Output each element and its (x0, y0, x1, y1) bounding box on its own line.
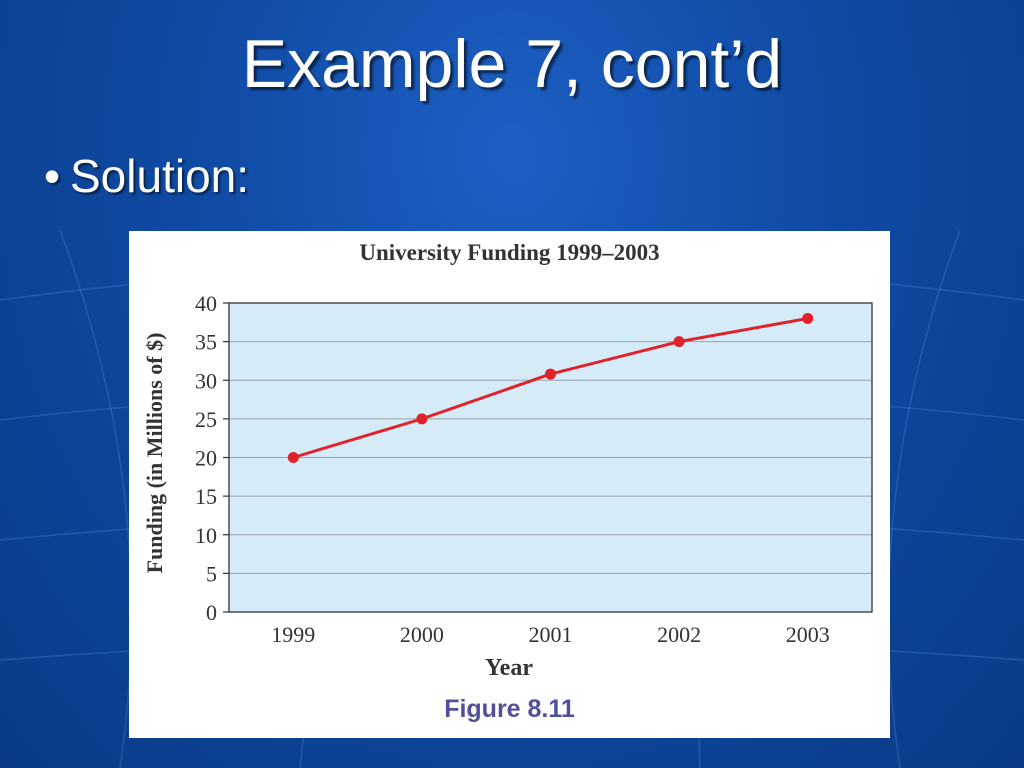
y-tick-label: 0 (206, 600, 217, 625)
slide-title: Example 7, cont’d (241, 26, 783, 102)
bullet-item: • Solution: (44, 146, 249, 206)
y-tick-label: 10 (195, 523, 217, 548)
data-point (287, 452, 299, 463)
figure-caption: Figure 8.11 (444, 695, 575, 723)
y-axis-label: Funding (in Millions of $) (142, 332, 167, 574)
y-tick-label: 40 (195, 291, 217, 316)
x-tick-label: 2003 (786, 622, 830, 647)
y-tick-label: 15 (195, 484, 217, 509)
x-axis-label: Year (485, 655, 533, 681)
plot-frame (228, 302, 873, 613)
data-point (545, 368, 556, 380)
x-tick-label: 2001 (529, 622, 573, 647)
data-point (802, 312, 814, 324)
y-tick-label: 25 (195, 407, 217, 432)
y-tick-label: 30 (195, 368, 217, 393)
bullet-dot-icon: • (44, 150, 61, 202)
line-chart: 0 5 10 15 20 25 30 35 40 1999 2000 2001 2002 2003 (195, 291, 873, 647)
y-tick-label: 20 (195, 446, 217, 471)
y-tick-label: 5 (206, 561, 217, 586)
data-point (416, 413, 428, 425)
x-tick-label: 2002 (657, 622, 701, 647)
chart-title: University Funding 1999–2003 (359, 240, 660, 265)
x-tick-label: 2000 (400, 622, 444, 647)
data-point (673, 336, 685, 348)
figure-panel: University Funding 1999–2003 0 5 10 15 20 25 3… (129, 231, 890, 738)
x-tick-label: 1999 (271, 622, 315, 647)
y-tick-label: 35 (195, 330, 217, 355)
bullet-text: Solution: (70, 150, 250, 202)
